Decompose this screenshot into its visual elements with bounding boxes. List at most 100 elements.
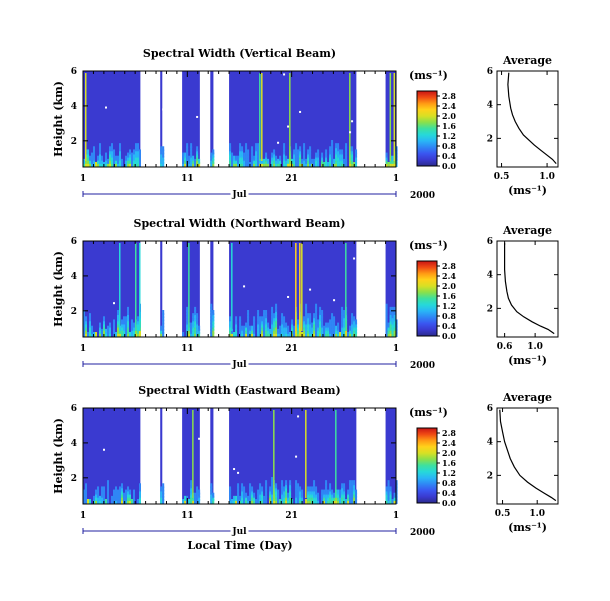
heatmap-cell xyxy=(188,162,191,167)
panel-title: Spectral Width (Eastward Beam) xyxy=(138,384,340,397)
heatmap-cell xyxy=(99,322,101,328)
heatmap-cell xyxy=(311,486,314,492)
heatmap-cell xyxy=(319,313,322,319)
heatmap-cell xyxy=(121,319,123,325)
heatmap-cell xyxy=(95,492,97,498)
heatmap-cell xyxy=(313,495,316,501)
heatmap-cell xyxy=(283,322,286,328)
avg-x-tick-label: 1.0 xyxy=(527,342,543,352)
heatmap-cell xyxy=(160,325,163,331)
heatmap-cell xyxy=(119,158,121,164)
avg-y-tick-label: 4 xyxy=(487,271,493,281)
heatmap-cell xyxy=(329,162,332,167)
heatmap-cell xyxy=(333,319,336,325)
heatmap-cell xyxy=(339,492,342,498)
heatmap-cell xyxy=(117,489,119,495)
heatmap-cell xyxy=(293,328,296,334)
average-profile-line xyxy=(499,409,557,502)
heatmap-cell xyxy=(182,158,185,164)
heatmap-streak xyxy=(295,243,297,331)
heatmap-cell xyxy=(196,332,199,337)
heatmap-cell xyxy=(319,328,322,334)
x-tick-label: 1 xyxy=(393,174,399,184)
heatmap-cell xyxy=(349,328,352,334)
heatmap-cell xyxy=(190,492,193,498)
heatmap-cell xyxy=(184,152,187,158)
heatmap-cell xyxy=(395,146,398,152)
heatmap-cell xyxy=(309,155,312,161)
heatmap-cell xyxy=(345,152,348,158)
avg-y-tick-label: 2 xyxy=(487,134,493,144)
heatmap-cell xyxy=(194,499,197,504)
heatmap-cell xyxy=(271,499,274,504)
heatmap-cell xyxy=(113,492,115,498)
heatmap-cell xyxy=(85,489,87,495)
heatmap-cell xyxy=(192,316,195,322)
heatmap-cell xyxy=(95,489,97,495)
heatmap-cell xyxy=(337,155,340,161)
heatmap-cell xyxy=(339,149,342,155)
heatmap-cell xyxy=(337,149,340,155)
avg-x-tick-label: 1.0 xyxy=(539,172,555,182)
heatmap-cell xyxy=(212,152,215,158)
heatmap-cell xyxy=(117,319,119,325)
heatmap-cell xyxy=(83,310,85,316)
heatmap-cell xyxy=(241,483,244,489)
heatmap-cell xyxy=(139,499,141,504)
heatmap-cell xyxy=(303,322,306,328)
heatmap-cell xyxy=(93,499,95,504)
heatmap-cell xyxy=(331,158,334,164)
heatmap-cell xyxy=(243,328,246,334)
heatmap-cell xyxy=(239,152,242,158)
heatmap-cell xyxy=(117,310,119,316)
x-tick-label: 1 xyxy=(80,174,86,184)
heatmap-cell xyxy=(295,499,298,504)
colorbar-tick-label: 0.4 xyxy=(442,488,456,498)
heatmap-cell xyxy=(297,319,300,325)
heatmap-cell xyxy=(251,489,254,495)
heatmap-cell xyxy=(275,158,278,164)
heatmap-cell xyxy=(345,328,348,334)
heatmap-cell xyxy=(313,322,316,328)
heatmap-cell xyxy=(194,316,197,322)
heatmap-cell xyxy=(259,483,262,489)
heatmap-cell xyxy=(269,328,272,334)
heatmap-cell xyxy=(287,492,290,498)
heatmap-cell xyxy=(309,489,312,495)
heatmap-cell xyxy=(295,143,298,149)
heatmap-cell xyxy=(245,146,248,152)
heatmap-cell xyxy=(184,155,187,161)
heatmap-cell xyxy=(91,152,93,158)
heatmap-gap xyxy=(283,73,286,76)
heatmap-cell xyxy=(95,499,97,504)
heatmap-cell xyxy=(309,332,312,337)
heatmap-cell xyxy=(83,499,85,504)
heatmap-cell xyxy=(299,492,302,498)
heatmap-cell xyxy=(212,310,215,316)
heatmap-cell xyxy=(162,313,165,319)
heatmap-cell xyxy=(212,155,215,161)
heatmap-cell xyxy=(113,152,115,158)
heatmap-cell xyxy=(289,480,292,486)
heatmap-cell xyxy=(341,325,344,331)
heatmap-cell xyxy=(212,316,215,322)
heatmap-cell xyxy=(297,328,300,334)
heatmap-cell xyxy=(355,495,358,501)
heatmap-cell xyxy=(259,316,262,322)
heatmap-cell xyxy=(125,495,127,501)
heatmap-cell xyxy=(347,492,350,498)
heatmap-cell xyxy=(337,146,340,152)
heatmap-cell xyxy=(327,328,330,334)
heatmap-cell xyxy=(331,146,334,152)
heatmap-cell xyxy=(327,489,330,495)
heatmap-cell xyxy=(333,322,336,328)
heatmap-cell xyxy=(190,143,193,149)
heatmap-cell xyxy=(317,158,320,164)
heatmap-cell xyxy=(162,316,165,322)
heatmap-gap xyxy=(287,295,290,298)
heatmap-cell xyxy=(115,499,117,504)
heatmap-gap xyxy=(198,437,201,440)
heatmap-cell xyxy=(345,499,348,504)
heatmap-cell xyxy=(345,158,348,164)
heatmap-cell xyxy=(249,486,252,492)
